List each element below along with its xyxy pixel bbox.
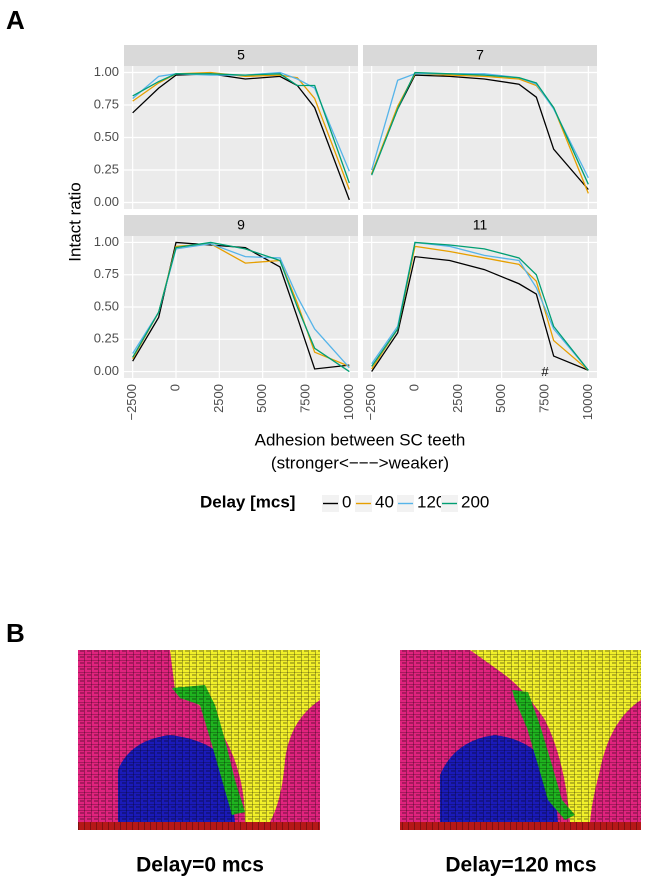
- x-tick-label: 7500: [297, 384, 312, 413]
- series-line: [371, 255, 589, 372]
- y-tick-label: 0.50: [94, 298, 119, 313]
- legend-label: 0: [342, 492, 351, 511]
- strip: [124, 45, 358, 66]
- series-line: [132, 73, 350, 184]
- series-line: [132, 241, 350, 373]
- x-tick-label: 0: [167, 384, 182, 391]
- x-tick-label: 2500: [450, 384, 465, 413]
- strip-title: 7: [476, 47, 484, 63]
- series-line: [371, 71, 589, 185]
- x-tick-label: 2500: [211, 384, 226, 413]
- x-tick-label: −2500: [124, 384, 139, 421]
- x-tick-label: 7500: [536, 384, 551, 413]
- y-tick-label: 0.25: [94, 331, 119, 346]
- legend-title: Delay [mcs]: [200, 492, 295, 511]
- series-line: [371, 73, 589, 179]
- x-axis-label: Adhesion between SC teeth: [255, 430, 466, 449]
- y-tick-label: 0.25: [94, 161, 119, 176]
- x-tick-label: 5000: [493, 384, 508, 413]
- cell-map: [78, 650, 320, 830]
- x-axis-label: (stronger<−−−>weaker): [271, 453, 449, 472]
- legend-label: 120: [417, 492, 445, 511]
- cell-map: [400, 650, 641, 830]
- x-tick-label: 0: [406, 384, 421, 391]
- series-line: [132, 71, 350, 190]
- strip-title: 5: [237, 47, 245, 63]
- y-tick-label: 0.00: [94, 363, 119, 378]
- panel-label: A: [6, 5, 25, 35]
- legend-label: 40: [375, 492, 394, 511]
- series-line: [132, 73, 350, 201]
- y-tick-label: 0.75: [94, 96, 119, 111]
- x-tick-label: −2500: [363, 384, 378, 421]
- x-tick-label: 10000: [580, 384, 595, 420]
- strip-title: 9: [237, 217, 245, 233]
- strip: [124, 215, 358, 236]
- y-tick-label: 1.00: [94, 64, 119, 79]
- y-tick-label: 0.00: [94, 194, 119, 209]
- series-line: [371, 241, 589, 371]
- y-tick-label: 0.50: [94, 129, 119, 144]
- legend-label: 200: [461, 492, 489, 511]
- x-tick-label: 10000: [341, 384, 356, 420]
- strip: [363, 215, 597, 236]
- caption: Delay=120 mcs: [445, 854, 596, 877]
- caption: Delay=0 mcs: [136, 854, 264, 877]
- x-tick-label: 5000: [254, 384, 269, 413]
- panel-label: B: [6, 618, 25, 648]
- annotation: #: [541, 364, 549, 379]
- y-tick-label: 1.00: [94, 234, 119, 249]
- strip-title: 11: [473, 217, 488, 233]
- y-axis-label: Intact ratio: [65, 182, 84, 261]
- strip: [363, 45, 597, 66]
- y-tick-label: 0.75: [94, 266, 119, 281]
